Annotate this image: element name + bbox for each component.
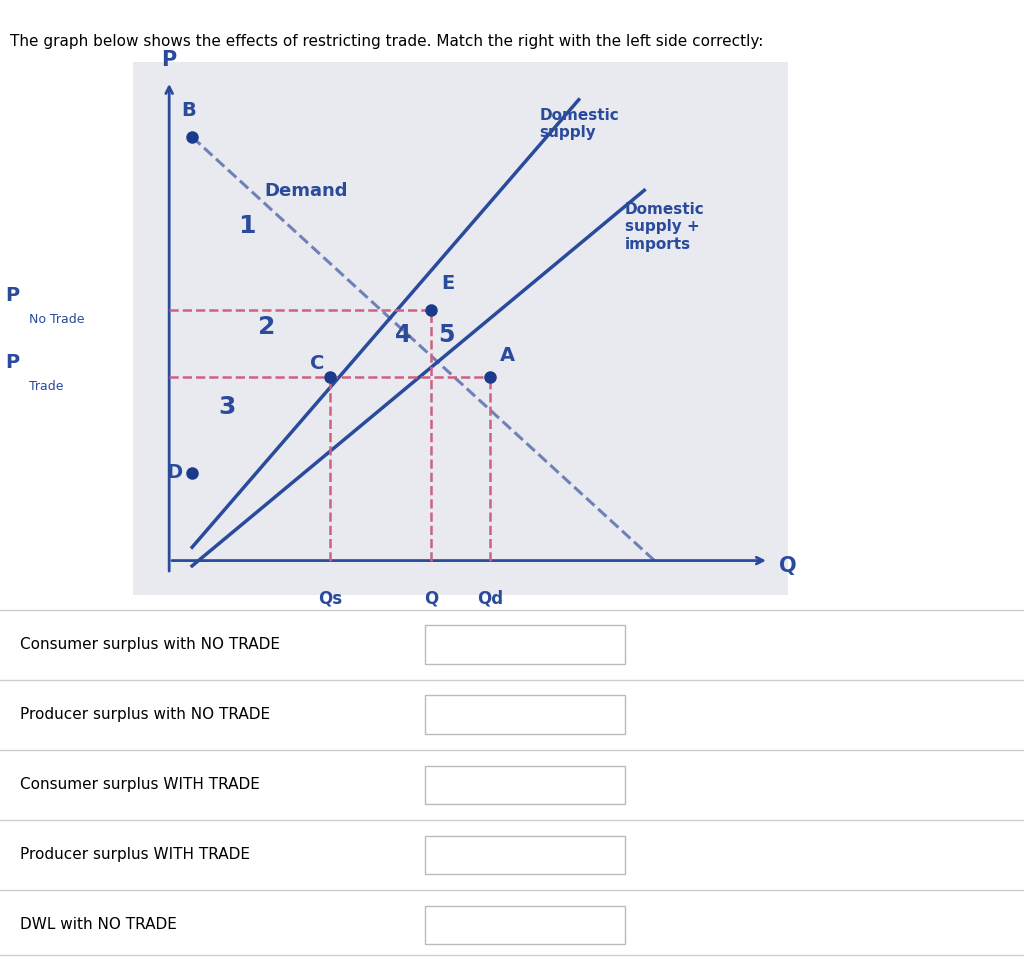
Text: Qd: Qd [477, 589, 504, 608]
Text: The graph below shows the effects of restricting trade. Match the right with the: The graph below shows the effects of res… [10, 34, 764, 49]
Text: DWL with NO TRADE: DWL with NO TRADE [20, 918, 177, 932]
Text: [ Choose ]: [ Choose ] [440, 778, 518, 792]
Text: Consumer surplus with NO TRADE: Consumer surplus with NO TRADE [20, 637, 281, 652]
Text: ⌄: ⌄ [599, 636, 613, 654]
Text: [ Choose ]: [ Choose ] [440, 637, 518, 652]
Text: ⌄: ⌄ [599, 916, 613, 934]
Text: ⌄: ⌄ [599, 706, 613, 724]
Text: Demand: Demand [264, 181, 348, 200]
Text: Q: Q [778, 556, 797, 576]
Text: 3: 3 [218, 396, 236, 420]
Text: D: D [166, 463, 182, 482]
Text: 2: 2 [258, 315, 275, 339]
Text: C: C [310, 354, 325, 372]
Text: No Trade: No Trade [29, 313, 84, 326]
Text: Trade: Trade [29, 379, 63, 393]
Text: 4: 4 [395, 324, 412, 348]
Text: Qs: Qs [317, 589, 342, 608]
Text: P: P [162, 50, 177, 70]
Text: B: B [181, 101, 197, 120]
Text: $\mathregular{P}$: $\mathregular{P}$ [5, 353, 20, 372]
Text: Consumer surplus WITH TRADE: Consumer surplus WITH TRADE [20, 778, 260, 792]
Text: A: A [500, 346, 515, 365]
Text: [ Choose ]: [ Choose ] [440, 918, 518, 932]
Text: E: E [441, 274, 455, 293]
Text: ⌄: ⌄ [599, 846, 613, 864]
Text: 5: 5 [438, 324, 455, 348]
Text: Domestic
supply: Domestic supply [540, 108, 620, 140]
Text: 1: 1 [238, 214, 255, 238]
Text: Producer surplus WITH TRADE: Producer surplus WITH TRADE [20, 848, 251, 862]
Text: Producer surplus with NO TRADE: Producer surplus with NO TRADE [20, 708, 270, 722]
Text: Domestic
supply +
imports: Domestic supply + imports [625, 203, 705, 252]
Text: ⌄: ⌄ [599, 776, 613, 794]
Text: $\mathregular{P}$: $\mathregular{P}$ [5, 286, 20, 305]
Text: Q: Q [424, 589, 438, 608]
Text: [ Choose ]: [ Choose ] [440, 848, 518, 862]
Text: [ Choose ]: [ Choose ] [440, 708, 518, 722]
